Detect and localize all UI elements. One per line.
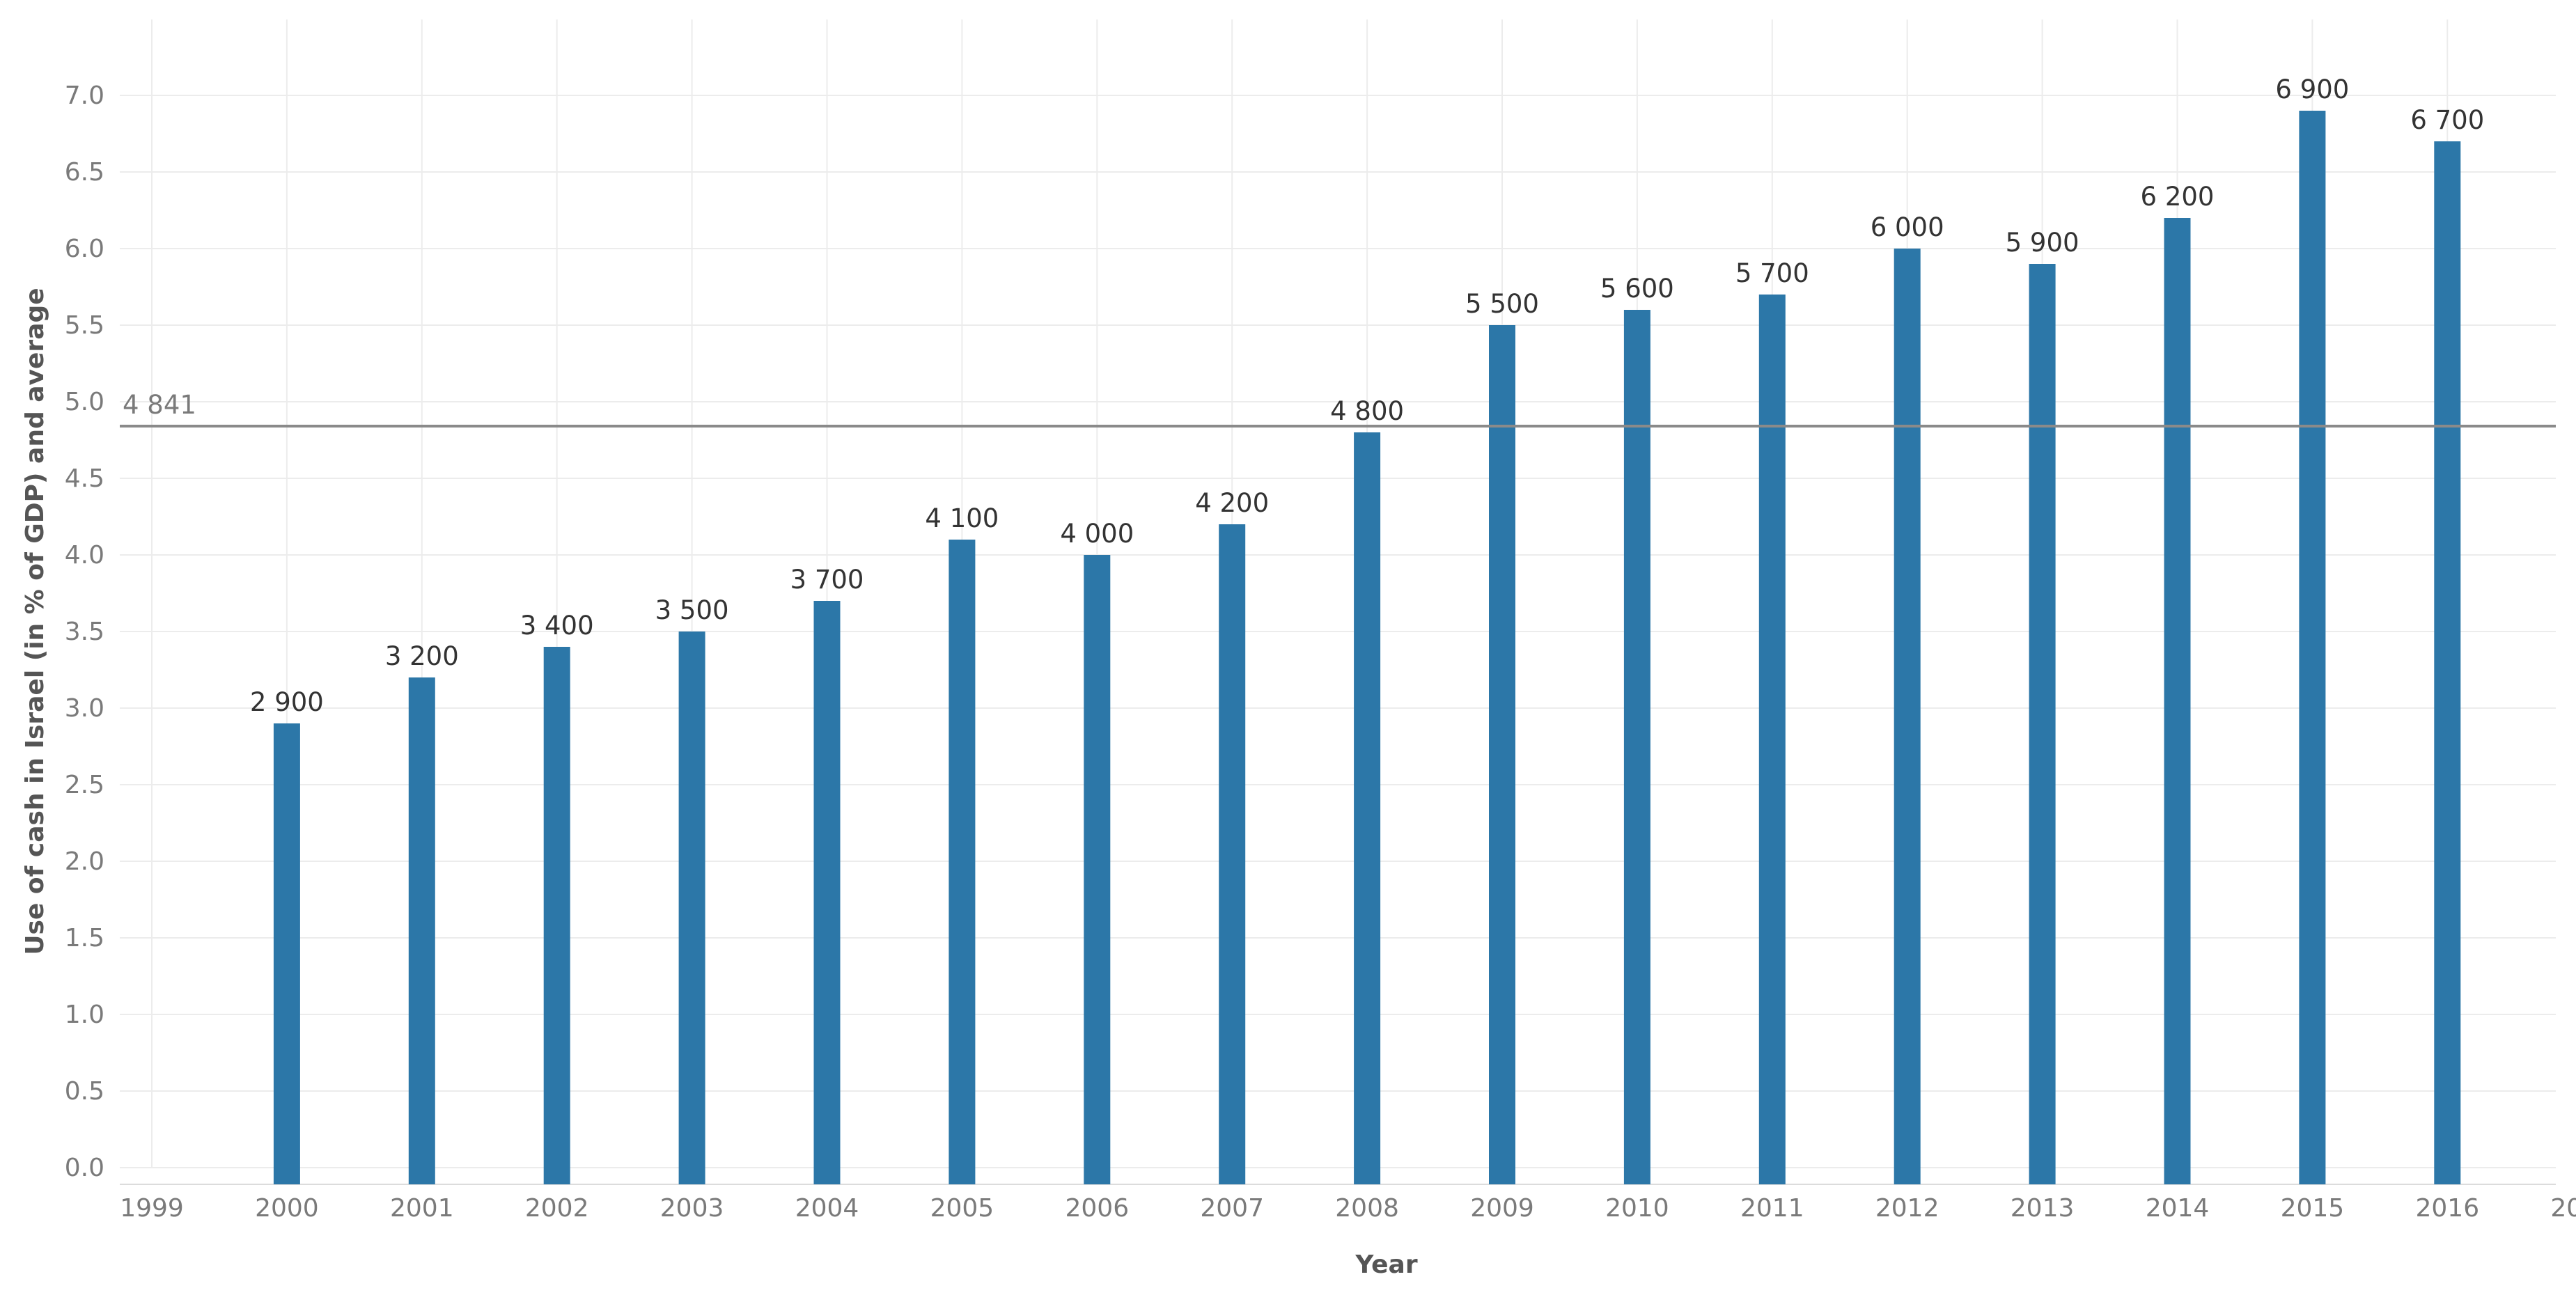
x-tick-label: 2006: [1065, 1194, 1129, 1223]
x-axis-title: Year: [1355, 1250, 1417, 1279]
bar-2015: [2299, 111, 2326, 1184]
bar-2007: [1219, 524, 1246, 1184]
y-tick-label: 4.0: [65, 541, 104, 570]
data-label-2007: 4 200: [1195, 488, 1269, 518]
x-tick-label: 2004: [795, 1194, 859, 1223]
x-tick-label: 2012: [1875, 1194, 1939, 1223]
bar-2003: [678, 632, 705, 1184]
data-label-2016: 6 700: [2410, 105, 2484, 135]
x-tick-label: 2005: [930, 1194, 994, 1223]
data-label-2006: 4 000: [1060, 519, 1134, 549]
y-tick-label: 6.5: [65, 158, 104, 187]
data-label-2012: 6 000: [1871, 212, 1944, 242]
bar-2005: [949, 540, 976, 1184]
x-tick-label: 2011: [1740, 1194, 1804, 1223]
y-tick-label: 5.0: [65, 388, 104, 416]
x-tick-label: 2003: [660, 1194, 724, 1223]
y-tick-label: 2.0: [65, 847, 104, 876]
x-tick-label: 2017: [2550, 1194, 2576, 1223]
bar-2002: [543, 647, 570, 1184]
bar-2009: [1489, 325, 1515, 1184]
data-label-2014: 6 200: [2141, 182, 2215, 212]
bar-2008: [1354, 432, 1381, 1184]
reference-line-label: 4 841: [123, 390, 196, 420]
y-tick-label: 6.0: [65, 235, 104, 263]
y-tick-label: 3.0: [65, 694, 104, 723]
data-labels: 2 900 3 200 3 400 3 500 3 700 4 100 4 000 4 200…: [250, 74, 2484, 717]
bar-2013: [2029, 264, 2056, 1184]
bar-2000: [273, 723, 300, 1184]
x-tick-label: 2008: [1335, 1194, 1399, 1223]
y-axis-ticks: 0.0 0.5 1.0 1.5 2.0 2.5 3.0 3.5 4.0 4.5 5.0 5.5 6.0 6…: [65, 81, 104, 1182]
y-tick-label: 0.0: [65, 1154, 104, 1182]
bars: [273, 111, 2461, 1184]
data-label-2008: 4 800: [1330, 396, 1404, 426]
data-label-2013: 5 900: [2006, 228, 2079, 258]
data-label-2005: 4 100: [925, 503, 999, 533]
bar-2001: [408, 677, 435, 1184]
reference-line-group: 4 841: [120, 390, 2556, 428]
x-tick-label: 2002: [525, 1194, 589, 1223]
bar-2010: [1623, 310, 1650, 1184]
y-tick-label: 7.0: [65, 81, 104, 110]
x-axis-ticks: 1999 2000 2001 2002 2003 2004 2005 2006 2007 2008…: [120, 1194, 2576, 1223]
y-tick-label: 1.5: [65, 924, 104, 952]
x-tick-label: 2013: [2011, 1194, 2075, 1223]
data-label-2002: 3 400: [520, 611, 594, 641]
x-tick-label: 2014: [2146, 1194, 2210, 1223]
x-tick-label: 2001: [390, 1194, 454, 1223]
x-tick-label: 2007: [1200, 1194, 1264, 1223]
y-tick-label: 2.5: [65, 771, 104, 799]
y-tick-label: 4.5: [65, 464, 104, 493]
y-tick-label: 0.5: [65, 1077, 104, 1106]
x-tick-label: 2016: [2415, 1194, 2479, 1223]
x-tick-label: 2010: [1605, 1194, 1669, 1223]
bar-2004: [813, 601, 841, 1184]
data-label-2003: 3 500: [655, 595, 729, 625]
data-label-2015: 6 900: [2275, 74, 2349, 104]
x-tick-label: 2009: [1470, 1194, 1534, 1223]
data-label-2000: 2 900: [250, 687, 324, 717]
bar-2016: [2434, 141, 2461, 1184]
data-label-2011: 5 700: [1735, 258, 1809, 288]
data-label-2001: 3 200: [385, 641, 459, 671]
data-label-2004: 3 700: [790, 565, 864, 595]
y-tick-label: 5.5: [65, 311, 104, 340]
x-tick-label: 2015: [2281, 1194, 2345, 1223]
x-tick-label: 1999: [120, 1194, 184, 1223]
bar-2012: [1894, 249, 1921, 1184]
y-axis-title: Use of cash in Israel (in % of GDP) and …: [21, 288, 49, 955]
bar-2014: [2164, 218, 2191, 1184]
y-tick-label: 3.5: [65, 618, 104, 646]
data-label-2010: 5 600: [1600, 274, 1674, 304]
x-tick-label: 2000: [255, 1194, 319, 1223]
data-label-2009: 5 500: [1465, 289, 1539, 319]
y-tick-label: 1.0: [65, 1001, 104, 1029]
bar-2006: [1084, 555, 1111, 1184]
bar-2011: [1758, 295, 1786, 1184]
